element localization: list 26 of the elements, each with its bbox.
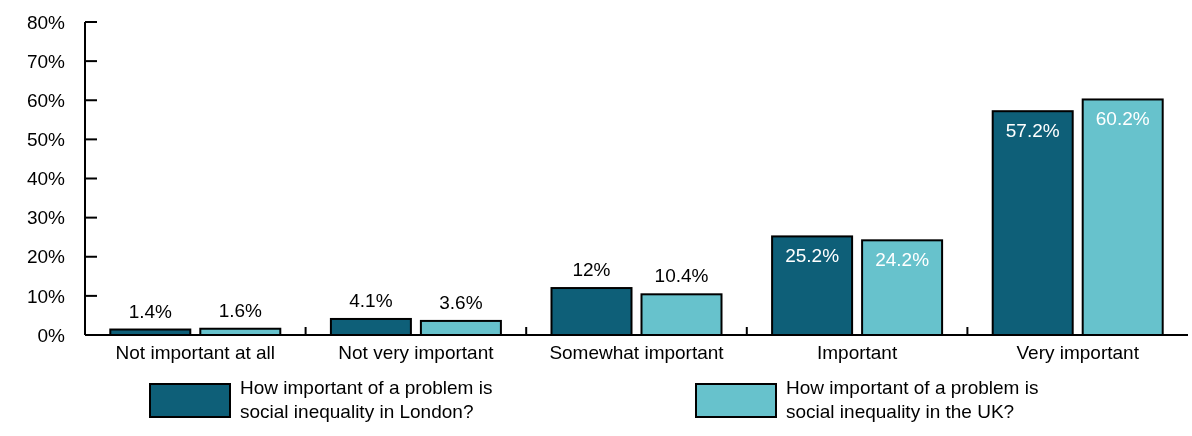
y-tick-label: 60% <box>26 89 66 111</box>
legend-label: How important of a problem is social inequality in London? <box>240 377 498 422</box>
y-tick-label: 20% <box>26 246 66 268</box>
y-tick-label: 50% <box>26 129 66 151</box>
data-label: 1.6% <box>218 299 263 321</box>
data-label: 57.2% <box>1005 120 1060 142</box>
data-label: 10.4% <box>654 265 709 287</box>
y-tick-label: 80% <box>26 11 66 33</box>
legend-label: How important of a problem is social inequality in the UK? <box>786 377 1044 422</box>
data-label: 3.6% <box>439 291 483 313</box>
x-tick-label: Somewhat important <box>549 342 725 363</box>
x-tick-label: Not very important <box>338 342 495 363</box>
y-tick-label: 70% <box>26 50 66 72</box>
y-tick-label: 30% <box>26 207 66 229</box>
data-label: 1.4% <box>128 300 173 322</box>
x-tick-label: Very important <box>1016 342 1140 363</box>
x-tick-label: Important <box>816 342 898 363</box>
y-tick-label: 0% <box>37 324 66 346</box>
data-label: 12% <box>572 259 611 281</box>
y-tick-label: 40% <box>26 168 66 190</box>
data-label: 24.2% <box>875 249 930 271</box>
data-label: 4.1% <box>349 289 393 311</box>
data-label: 60.2% <box>1095 108 1150 130</box>
x-tick-label: Not important at all <box>115 342 276 363</box>
data-label: 25.2% <box>785 245 840 267</box>
y-tick-label: 10% <box>26 285 66 307</box>
